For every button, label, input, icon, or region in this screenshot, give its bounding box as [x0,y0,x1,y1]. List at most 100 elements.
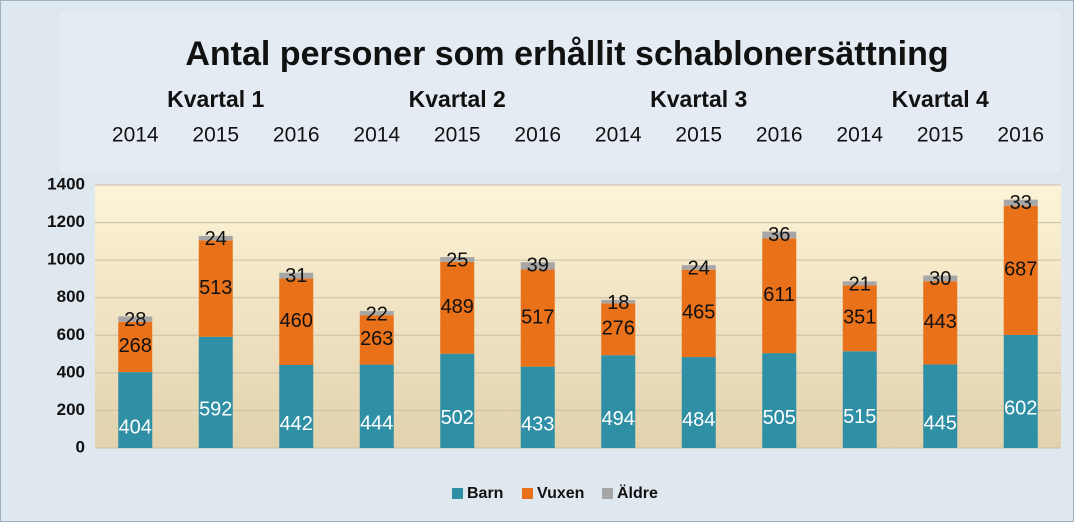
bar-segment [923,275,958,282]
bar-segment [601,303,636,356]
bar-segment [601,299,636,304]
data-label: 31 [285,265,307,287]
data-label: 22 [366,303,388,325]
data-label: 39 [527,254,549,276]
bar-segment [842,351,877,448]
y-tick-label: 800 [57,287,85,306]
group-label: Kvartal 4 [892,86,989,112]
data-label: 687 [1004,259,1037,281]
y-tick-label: 600 [57,325,85,344]
data-label: 24 [688,257,710,279]
legend-label: Barn [467,485,503,502]
bar-segment [923,281,958,365]
data-label: 505 [763,407,796,429]
y-tick-label: 1000 [47,250,85,269]
legend-label: Vuxen [537,485,584,502]
bar-segment [118,372,153,448]
data-label: 33 [1010,192,1032,214]
bar-segment [1003,334,1038,448]
data-label: 465 [682,302,715,324]
bar-segment [1003,199,1038,206]
data-label: 513 [199,277,232,299]
group-label: Kvartal 1 [167,86,264,112]
bar-segment [762,353,797,448]
group-label: Kvartal 2 [409,86,506,112]
data-label: 592 [199,399,232,421]
bar-segment [520,269,555,367]
data-label: 611 [763,284,795,306]
x-tick-label: 2016 [997,124,1044,147]
data-label: 515 [843,406,876,428]
data-label: 24 [205,228,227,250]
x-tick-label: 2016 [273,124,320,147]
bar-segment [762,238,797,354]
data-label: 489 [441,296,474,318]
bar-segment [601,355,636,448]
bar-segment [198,336,233,448]
x-tick-label: 2015 [434,124,481,147]
bar-segment [198,235,233,241]
x-tick-label: 2015 [675,124,722,147]
x-tick-label: 2014 [836,124,883,147]
data-label: 517 [521,306,554,328]
bar-segment [520,366,555,448]
bar-segment [279,278,314,365]
bar-segment [681,265,716,270]
bar-segment [842,281,877,286]
bar-segment [681,357,716,448]
data-label: 460 [280,310,313,332]
x-tick-label: 2014 [112,124,159,147]
data-label: 602 [1004,398,1037,420]
y-tick-label: 1200 [47,212,85,231]
y-tick-label: 400 [57,362,85,381]
data-label: 36 [768,224,790,246]
y-tick-label: 1400 [47,174,85,193]
data-label: 268 [119,335,152,357]
data-label: 25 [446,249,468,271]
bar-segment [279,364,314,448]
x-tick-label: 2015 [917,124,964,147]
bar-segment [1003,205,1038,335]
bar-segment [118,321,153,373]
legend-label: Äldre [617,484,658,502]
plot-area [95,185,1061,448]
legend-swatch [452,488,463,499]
bar-segment [198,240,233,337]
data-label: 28 [124,309,146,331]
bar-segment [762,231,797,239]
chart-title: Antal personer som erhållit schablonersä… [185,35,948,73]
x-tick-label: 2014 [353,124,400,147]
legend-swatch [602,488,613,499]
data-label: 263 [360,328,393,350]
data-label: 21 [849,274,871,296]
bar-segment [681,269,716,358]
data-label: 494 [602,408,635,430]
data-label: 444 [360,413,393,435]
y-tick-label: 200 [57,400,85,419]
bar-segment [118,316,153,322]
bar-segment [359,311,394,316]
data-label: 442 [280,413,313,435]
data-label: 404 [119,416,152,438]
data-label: 502 [441,407,474,429]
x-tick-label: 2014 [595,124,642,147]
data-label: 351 [843,307,876,329]
bar-segment [279,272,314,279]
x-tick-label: 2016 [514,124,561,147]
data-label: 443 [924,311,957,333]
bar-segment [842,285,877,352]
group-label: Kvartal 3 [650,86,747,112]
data-label: 276 [602,318,635,340]
bar-segment [923,364,958,448]
data-label: 433 [521,414,554,436]
bar-segment [440,261,475,354]
y-tick-label: 0 [76,437,85,456]
data-label: 445 [924,412,957,434]
legend-swatch [522,488,533,499]
bar-segment [440,353,475,448]
bar-segment [359,315,394,365]
x-tick-label: 2016 [756,124,803,147]
data-label: 30 [929,268,951,290]
x-tick-label: 2015 [192,124,239,147]
